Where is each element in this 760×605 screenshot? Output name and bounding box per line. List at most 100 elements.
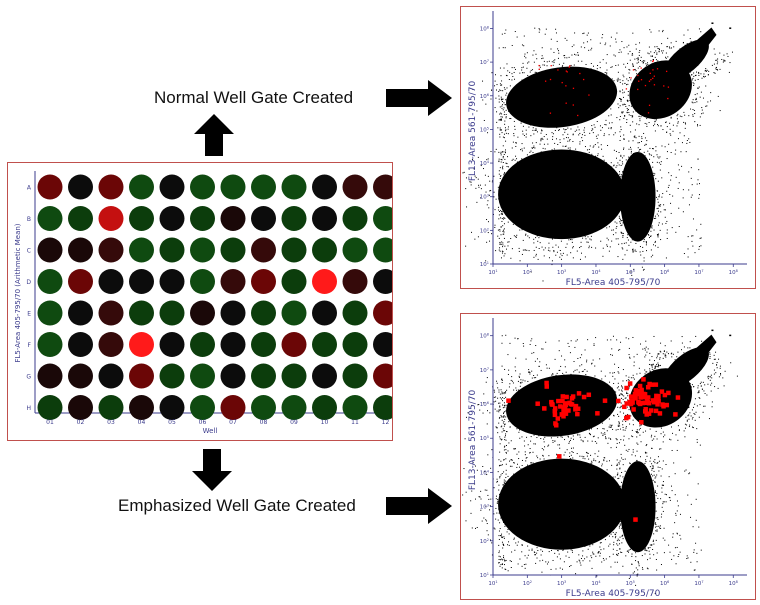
event-dot xyxy=(713,373,715,375)
event-dot xyxy=(687,248,689,250)
event-dot xyxy=(499,189,501,191)
event-dot xyxy=(621,389,623,391)
gated-event-dot xyxy=(649,72,651,75)
event-dot xyxy=(581,134,583,136)
event-dot xyxy=(645,354,647,356)
plate-well xyxy=(251,300,276,326)
event-dot xyxy=(572,457,574,459)
gated-event-marker xyxy=(633,517,638,522)
event-dot xyxy=(559,567,561,569)
event-dot xyxy=(578,554,580,556)
event-dot xyxy=(622,232,624,234)
event-dot xyxy=(502,151,504,153)
event-dot xyxy=(658,365,660,367)
event-dot xyxy=(705,70,707,72)
gated-event-marker xyxy=(641,377,646,382)
event-dot xyxy=(669,47,671,49)
event-dot xyxy=(682,42,684,44)
event-dot xyxy=(651,225,653,227)
event-dot xyxy=(644,212,646,214)
event-dot xyxy=(543,483,545,485)
event-dot xyxy=(523,564,525,566)
plate-well xyxy=(220,395,246,420)
event-dot xyxy=(648,503,650,505)
event-dot xyxy=(600,144,602,146)
event-dot xyxy=(593,553,595,555)
event-dot xyxy=(500,152,502,154)
event-dot xyxy=(553,62,555,64)
gated-event-dot xyxy=(579,72,581,75)
event-dot xyxy=(630,105,632,107)
event-dot xyxy=(521,79,523,81)
event-dot xyxy=(688,138,690,140)
event-dot xyxy=(661,491,663,493)
event-dot xyxy=(491,89,493,91)
gated-event-marker xyxy=(552,406,558,411)
event-dot xyxy=(627,234,629,236)
event-dot xyxy=(562,145,564,147)
event-dot xyxy=(535,142,537,144)
event-dot xyxy=(581,364,583,366)
event-dot xyxy=(731,51,733,53)
event-dot xyxy=(617,77,619,79)
event-dot xyxy=(471,404,473,406)
event-dot xyxy=(489,505,491,507)
event-dot xyxy=(628,448,630,450)
event-dot xyxy=(521,465,523,467)
event-dot xyxy=(504,187,506,189)
event-dot xyxy=(688,353,690,355)
event-dot xyxy=(611,387,613,389)
event-dot xyxy=(586,505,588,507)
event-dot xyxy=(556,73,558,75)
event-dot xyxy=(482,99,484,101)
event-dot xyxy=(618,442,620,444)
event-dot xyxy=(500,564,502,566)
event-dot xyxy=(683,47,685,49)
event-dot xyxy=(614,216,616,218)
event-dot xyxy=(619,119,621,121)
event-dot xyxy=(606,460,608,462)
event-dot xyxy=(724,60,726,62)
event-dot xyxy=(540,231,542,233)
event-dot xyxy=(669,193,671,195)
event-dot xyxy=(629,69,631,71)
event-dot xyxy=(621,247,623,249)
event-dot xyxy=(631,116,633,118)
event-dot xyxy=(518,162,520,164)
event-dot xyxy=(509,560,511,562)
plate-well xyxy=(342,363,368,389)
event-dot xyxy=(497,501,499,503)
event-dot xyxy=(638,115,640,117)
event-dot xyxy=(675,563,677,565)
event-dot xyxy=(596,511,598,513)
event-dot xyxy=(507,570,509,572)
event-dot xyxy=(649,553,651,555)
event-dot xyxy=(619,115,621,117)
event-dot xyxy=(730,362,732,364)
event-dot xyxy=(500,415,502,417)
gated-event-dot xyxy=(663,85,665,87)
event-dot xyxy=(587,236,589,238)
event-dot xyxy=(486,377,488,379)
event-dot xyxy=(671,558,673,560)
event-dot xyxy=(657,215,659,217)
event-dot xyxy=(590,62,592,64)
event-dot xyxy=(527,486,529,488)
event-dot xyxy=(659,384,661,386)
event-dot xyxy=(500,460,502,462)
event-dot xyxy=(522,130,524,132)
event-dot xyxy=(569,147,571,149)
event-dot xyxy=(704,70,706,72)
event-dot xyxy=(640,254,642,256)
gated-event-marker xyxy=(675,395,681,400)
event-dot xyxy=(520,425,522,427)
y-tick-label: 102 xyxy=(480,227,489,234)
event-dot xyxy=(688,414,690,416)
event-dot xyxy=(526,52,528,54)
event-dot xyxy=(627,399,629,401)
event-dot xyxy=(567,436,569,438)
event-dot xyxy=(502,230,504,232)
event-dot xyxy=(576,250,578,252)
event-dot xyxy=(574,511,576,513)
event-dot xyxy=(527,545,529,547)
